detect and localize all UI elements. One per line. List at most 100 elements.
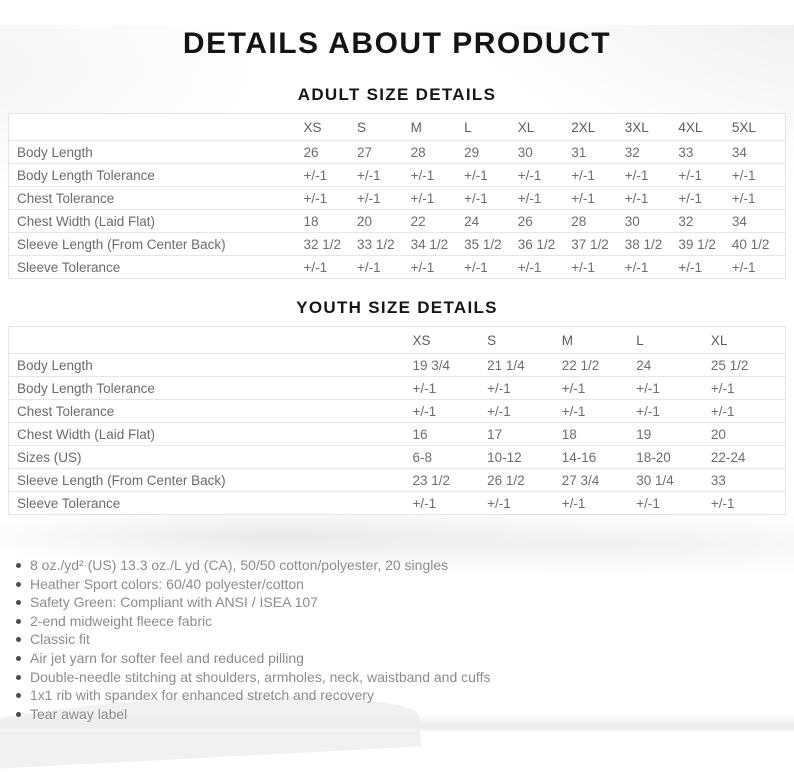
size-value: 26 1/2 (487, 472, 525, 488)
size-value: 38 1/2 (624, 236, 663, 252)
size-column-header: S (357, 120, 367, 135)
size-column-header: L (636, 333, 644, 348)
size-value: 34 1/2 (410, 236, 449, 252)
size-value: 16 (412, 426, 428, 442)
size-value: 33 (678, 144, 694, 160)
size-value: +/-1 (710, 495, 735, 511)
size-value: +/-1 (636, 380, 660, 396)
size-column-header: M (561, 333, 573, 348)
size-value: +/-1 (410, 167, 435, 183)
size-value: +/-1 (412, 403, 437, 419)
size-value: +/-1 (731, 259, 756, 275)
youth-size-table: XS S M L XL Body Length 19 3/4 21 1/4 22 1/2 24 2… (8, 326, 786, 515)
size-value: 26 (517, 213, 533, 229)
size-value: +/-1 (571, 190, 595, 206)
row-label: Sleeve Tolerance (17, 495, 121, 511)
row-label: Body Length (17, 357, 93, 373)
size-column-header: XL (517, 120, 535, 135)
youth-size-table-header-row: XS S M L XL (9, 327, 786, 354)
table-row: Body Length 19 3/4 21 1/4 22 1/2 24 25 1/2 (8, 353, 786, 377)
size-value: 25 1/2 (710, 357, 749, 373)
row-label: Sleeve Length (From Center Back) (17, 472, 226, 488)
size-value: 20 (357, 213, 373, 229)
size-value: +/-1 (487, 380, 511, 396)
table-row: Body Length Tolerance +/-1 +/-1 +/-1 +/-1 +/-… (8, 163, 786, 187)
size-value: +/-1 (464, 167, 488, 183)
size-value: 27 (357, 144, 373, 160)
row-label: Body Length (17, 144, 93, 160)
size-value: 6-8 (412, 449, 433, 465)
size-value: 18-20 (636, 449, 671, 465)
size-value: +/-1 (561, 403, 586, 419)
size-value: +/-1 (303, 259, 328, 275)
size-value: +/-1 (636, 495, 660, 511)
table-row: Sleeve Length (From Center Back) 32 1/2 33… (8, 232, 786, 256)
size-value: 30 1/4 (636, 472, 674, 488)
row-label: Chest Width (Laid Flat) (17, 213, 156, 229)
size-value: 34 (731, 213, 747, 229)
size-value: 10-12 (487, 449, 522, 465)
table-row: Sleeve Tolerance +/-1 +/-1 +/-1 +/-1 +/-1 (8, 491, 786, 515)
feature-item: Tear away label (16, 705, 794, 724)
size-value: 27 3/4 (561, 472, 600, 488)
size-value: 37 1/2 (571, 236, 609, 252)
size-value: 35 1/2 (464, 236, 502, 252)
row-label: Body Length Tolerance (17, 167, 155, 183)
table-row: Chest Tolerance +/-1 +/-1 +/-1 +/-1 +/-1 (8, 399, 786, 423)
size-value: 34 (731, 144, 747, 160)
size-value: +/-1 (303, 167, 328, 183)
size-value: 17 (487, 426, 503, 442)
size-value: +/-1 (517, 167, 542, 183)
size-value: +/-1 (710, 380, 735, 396)
size-value: 14-16 (561, 449, 597, 465)
size-value: +/-1 (571, 167, 595, 183)
size-value: +/-1 (357, 259, 381, 275)
size-value: 24 (636, 357, 652, 373)
header-spacer-cell (9, 327, 413, 354)
size-column-header: XL (710, 333, 728, 348)
size-value: +/-1 (624, 190, 649, 206)
adult-size-details-heading: ADULT SIZE DETAILS (297, 85, 497, 104)
table-row: Chest Width (Laid Flat) 16 17 18 19 20 (8, 422, 786, 446)
size-column-header: S (487, 333, 497, 348)
size-value: +/-1 (487, 403, 511, 419)
size-value: 19 (636, 426, 652, 442)
size-value: +/-1 (303, 190, 328, 206)
size-value: 33 1/2 (357, 236, 395, 252)
size-value: +/-1 (636, 403, 660, 419)
row-label: Chest Tolerance (17, 190, 115, 206)
size-value: +/-1 (561, 495, 586, 511)
size-value: 22 1/2 (561, 357, 600, 373)
size-value: 21 1/4 (487, 357, 525, 373)
feature-list: 8 oz./yd² (US) 13.3 oz./L yd (CA), 50/50… (0, 556, 794, 723)
feature-item: 2-end midweight fleece fabric (16, 612, 794, 631)
size-value: 18 (303, 213, 319, 229)
row-label: Body Length Tolerance (17, 380, 155, 396)
size-column-header: M (410, 120, 422, 135)
size-column-header: 2XL (571, 120, 596, 135)
size-column-header: 3XL (624, 120, 649, 135)
size-value: 18 (561, 426, 577, 442)
size-value: +/-1 (517, 190, 542, 206)
size-value: 26 (303, 144, 319, 160)
size-column-header: L (464, 120, 472, 135)
size-value: +/-1 (410, 190, 435, 206)
size-value: +/-1 (624, 259, 649, 275)
size-value: +/-1 (710, 403, 735, 419)
size-value: +/-1 (412, 380, 437, 396)
table-row: Chest Tolerance +/-1 +/-1 +/-1 +/-1 +/-1 +/-1 +… (8, 186, 786, 210)
size-value: 24 (464, 213, 480, 229)
size-value: 30 (624, 213, 640, 229)
size-value: +/-1 (464, 190, 488, 206)
size-value: +/-1 (561, 380, 586, 396)
header-spacer-cell (9, 114, 304, 141)
table-row: Sleeve Tolerance +/-1 +/-1 +/-1 +/-1 +/-1 +/-1… (8, 255, 786, 279)
product-details-page: DETAILS ABOUT PRODUCT ADULT SIZE DETAILS… (0, 25, 794, 723)
size-column-header: 4XL (678, 120, 703, 135)
size-value: 31 (571, 144, 587, 160)
size-value: 20 (710, 426, 726, 442)
size-value: +/-1 (517, 259, 542, 275)
feature-item: Double-needle stitching at shoulders, ar… (16, 668, 794, 687)
size-column-header: XS (303, 120, 322, 135)
size-value: +/-1 (731, 167, 756, 183)
